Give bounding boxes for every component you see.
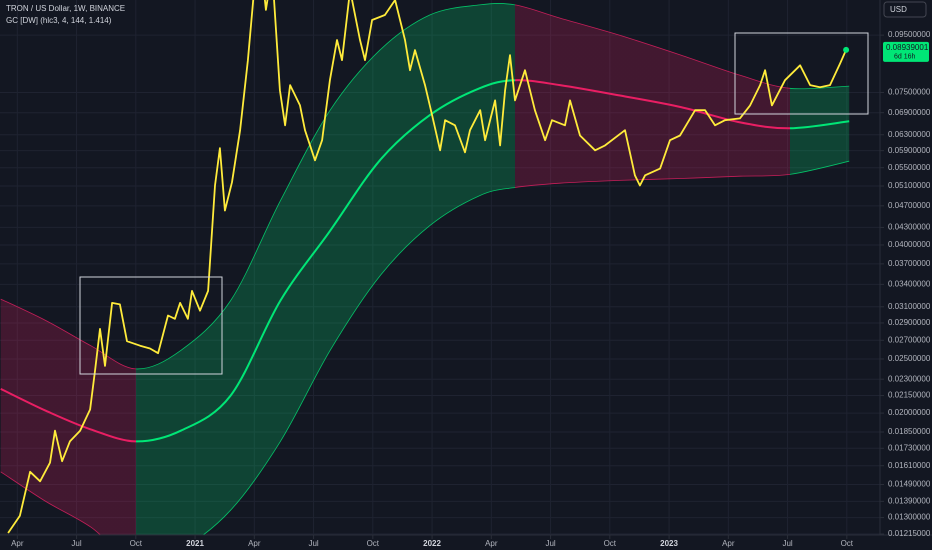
y-tick-label: 0.02900000 bbox=[888, 318, 931, 327]
y-tick-label: 0.03100000 bbox=[888, 302, 931, 311]
x-tick-label: Jul bbox=[71, 539, 81, 548]
band-fill bbox=[0, 3, 850, 535]
y-tick-label: 0.05900000 bbox=[888, 146, 931, 155]
x-tick-label: Apr bbox=[722, 539, 735, 548]
y-tick-label: 0.05100000 bbox=[888, 181, 931, 190]
indicator-label: GC [DW] (hlc3, 4, 144, 1.414) bbox=[6, 16, 112, 25]
x-tick-label: Jul bbox=[308, 539, 318, 548]
last-price-label: 0.08939001 bbox=[886, 43, 929, 52]
y-tick-label: 0.01730000 bbox=[888, 443, 931, 452]
y-tick-label: 0.02700000 bbox=[888, 335, 931, 344]
y-tick-label: 0.01215000 bbox=[888, 529, 931, 538]
x-tick-label: Apr bbox=[485, 539, 498, 548]
y-tick-label: 0.04300000 bbox=[888, 223, 931, 232]
y-tick-label: 0.02500000 bbox=[888, 354, 931, 363]
plot-area bbox=[0, 0, 850, 535]
x-tick-label: Oct bbox=[130, 539, 143, 548]
y-tick-label: 0.01850000 bbox=[888, 427, 931, 436]
x-tick-label: Apr bbox=[248, 539, 261, 548]
y-tick-label: 0.07500000 bbox=[888, 88, 931, 97]
y-tick-label: 0.02300000 bbox=[888, 374, 931, 383]
y-tick-label: 0.02150000 bbox=[888, 391, 931, 400]
grid bbox=[0, 0, 880, 535]
y-tick-label: 0.01610000 bbox=[888, 461, 931, 470]
y-tick-label: 0.05500000 bbox=[888, 163, 931, 172]
x-tick-label: 2021 bbox=[186, 539, 204, 548]
annotation-box bbox=[79, 276, 223, 375]
x-tick-label: 2022 bbox=[423, 539, 441, 548]
x-tick-label: Jul bbox=[545, 539, 555, 548]
x-tick-label: Oct bbox=[367, 539, 380, 548]
y-tick-label: 0.02000000 bbox=[888, 408, 931, 417]
price-line bbox=[7, 0, 847, 534]
y-tick-label: 0.01390000 bbox=[888, 496, 931, 505]
annotation-box bbox=[734, 32, 869, 115]
last-price-dot bbox=[843, 46, 850, 53]
y-tick-label: 0.01490000 bbox=[888, 480, 931, 489]
x-tick-label: Apr bbox=[11, 539, 24, 548]
countdown-label: 6d 16h bbox=[894, 54, 916, 61]
y-tick-label: 0.09500000 bbox=[888, 30, 931, 39]
band-upper bbox=[0, 3, 850, 370]
y-tick-label: 0.03400000 bbox=[888, 279, 931, 288]
band-lower bbox=[0, 160, 850, 535]
band-basis bbox=[0, 79, 850, 443]
axes: 0.09500000 0.07500000 0.06900000 0.06300000… bbox=[11, 30, 931, 548]
y-tick-label: 0.06900000 bbox=[888, 108, 931, 117]
x-tick-label: 2023 bbox=[660, 539, 678, 548]
y-tick-label: 0.04000000 bbox=[888, 240, 931, 249]
y-tick-label: 0.03700000 bbox=[888, 259, 931, 268]
y-tick-label: 0.04700000 bbox=[888, 201, 931, 210]
currency-label[interactable]: USD bbox=[890, 5, 907, 14]
y-tick-label: 0.06300000 bbox=[888, 130, 931, 139]
currency-button[interactable] bbox=[883, 1, 927, 18]
x-tick-label: Jul bbox=[782, 539, 792, 548]
chart-title: TRON / US Dollar, 1W, BINANCE bbox=[6, 4, 125, 13]
x-tick-label: Oct bbox=[604, 539, 617, 548]
last-price-box bbox=[883, 41, 929, 62]
x-tick-label: Oct bbox=[841, 539, 854, 548]
y-tick-label: 0.01300000 bbox=[888, 513, 931, 522]
